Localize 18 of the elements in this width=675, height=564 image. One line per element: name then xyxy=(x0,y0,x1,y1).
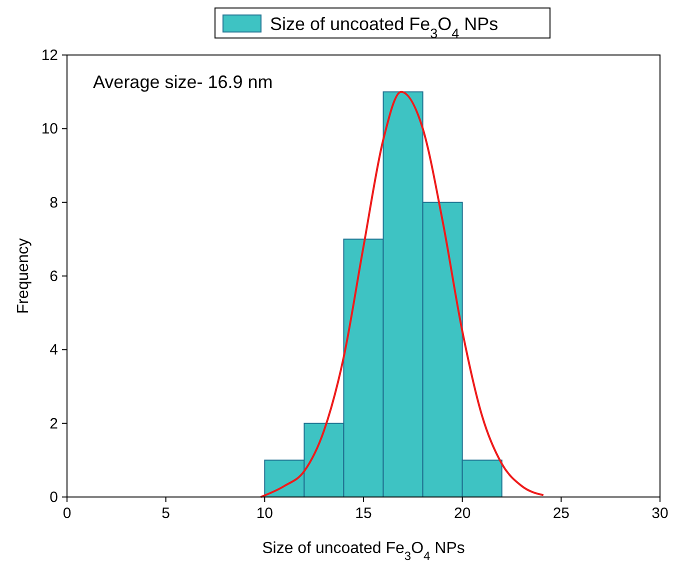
y-tick-label: 10 xyxy=(41,120,58,138)
x-tick-label: 30 xyxy=(652,505,668,522)
y-axis-title: Frequency xyxy=(15,238,32,314)
x-tick-label: 5 xyxy=(162,505,170,522)
annotation: Average size- 16.9 nm xyxy=(93,72,273,92)
line-series xyxy=(260,90,544,498)
y-tick-label: 8 xyxy=(50,194,58,212)
x-tick-label: 0 xyxy=(62,505,72,522)
x-tick-label: 20 xyxy=(454,505,471,522)
x-tick-label: 25 xyxy=(552,505,570,522)
y-tick-label: 0 xyxy=(50,489,58,506)
x-axis-title: Size of uncoated Fe$_{3}$O$_{4}$ NPs xyxy=(262,540,465,563)
x-tick-label: 10 xyxy=(256,505,274,522)
x-tick-label: 15 xyxy=(355,505,372,522)
y-tick-label: 12 xyxy=(41,47,58,64)
y-tick-label: 2 xyxy=(50,415,58,432)
y-tick-label: 6 xyxy=(50,268,58,285)
y-tick-label: 4 xyxy=(50,342,58,359)
